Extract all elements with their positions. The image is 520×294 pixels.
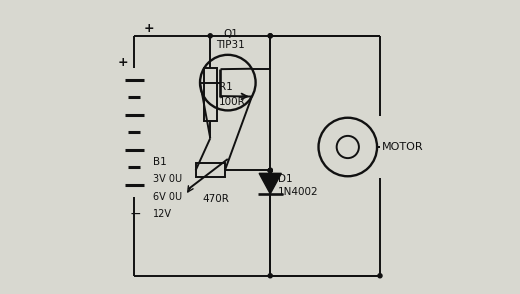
Polygon shape <box>259 173 281 194</box>
Text: B1: B1 <box>153 157 167 167</box>
Circle shape <box>268 34 272 38</box>
Text: 3V 0U: 3V 0U <box>153 174 183 184</box>
Text: +: + <box>117 56 128 69</box>
Text: MOTOR: MOTOR <box>382 142 423 152</box>
Circle shape <box>268 274 272 278</box>
Bar <box>204 68 217 121</box>
Text: +: + <box>144 22 154 35</box>
Text: 470R: 470R <box>203 193 229 203</box>
Circle shape <box>268 168 272 173</box>
Text: 12V: 12V <box>153 209 172 219</box>
Text: 100R: 100R <box>219 97 246 107</box>
Circle shape <box>378 274 382 278</box>
Text: D1: D1 <box>278 174 292 184</box>
Circle shape <box>208 34 212 38</box>
Text: Q1: Q1 <box>223 29 238 39</box>
Text: 6V 0U: 6V 0U <box>153 192 183 202</box>
Text: −: − <box>130 207 141 221</box>
Circle shape <box>268 168 272 173</box>
Text: 1N4002: 1N4002 <box>278 187 318 197</box>
Text: R1: R1 <box>219 82 233 92</box>
Circle shape <box>268 168 272 173</box>
Circle shape <box>268 34 272 38</box>
Bar <box>196 163 225 178</box>
Text: TIP31: TIP31 <box>216 41 245 51</box>
